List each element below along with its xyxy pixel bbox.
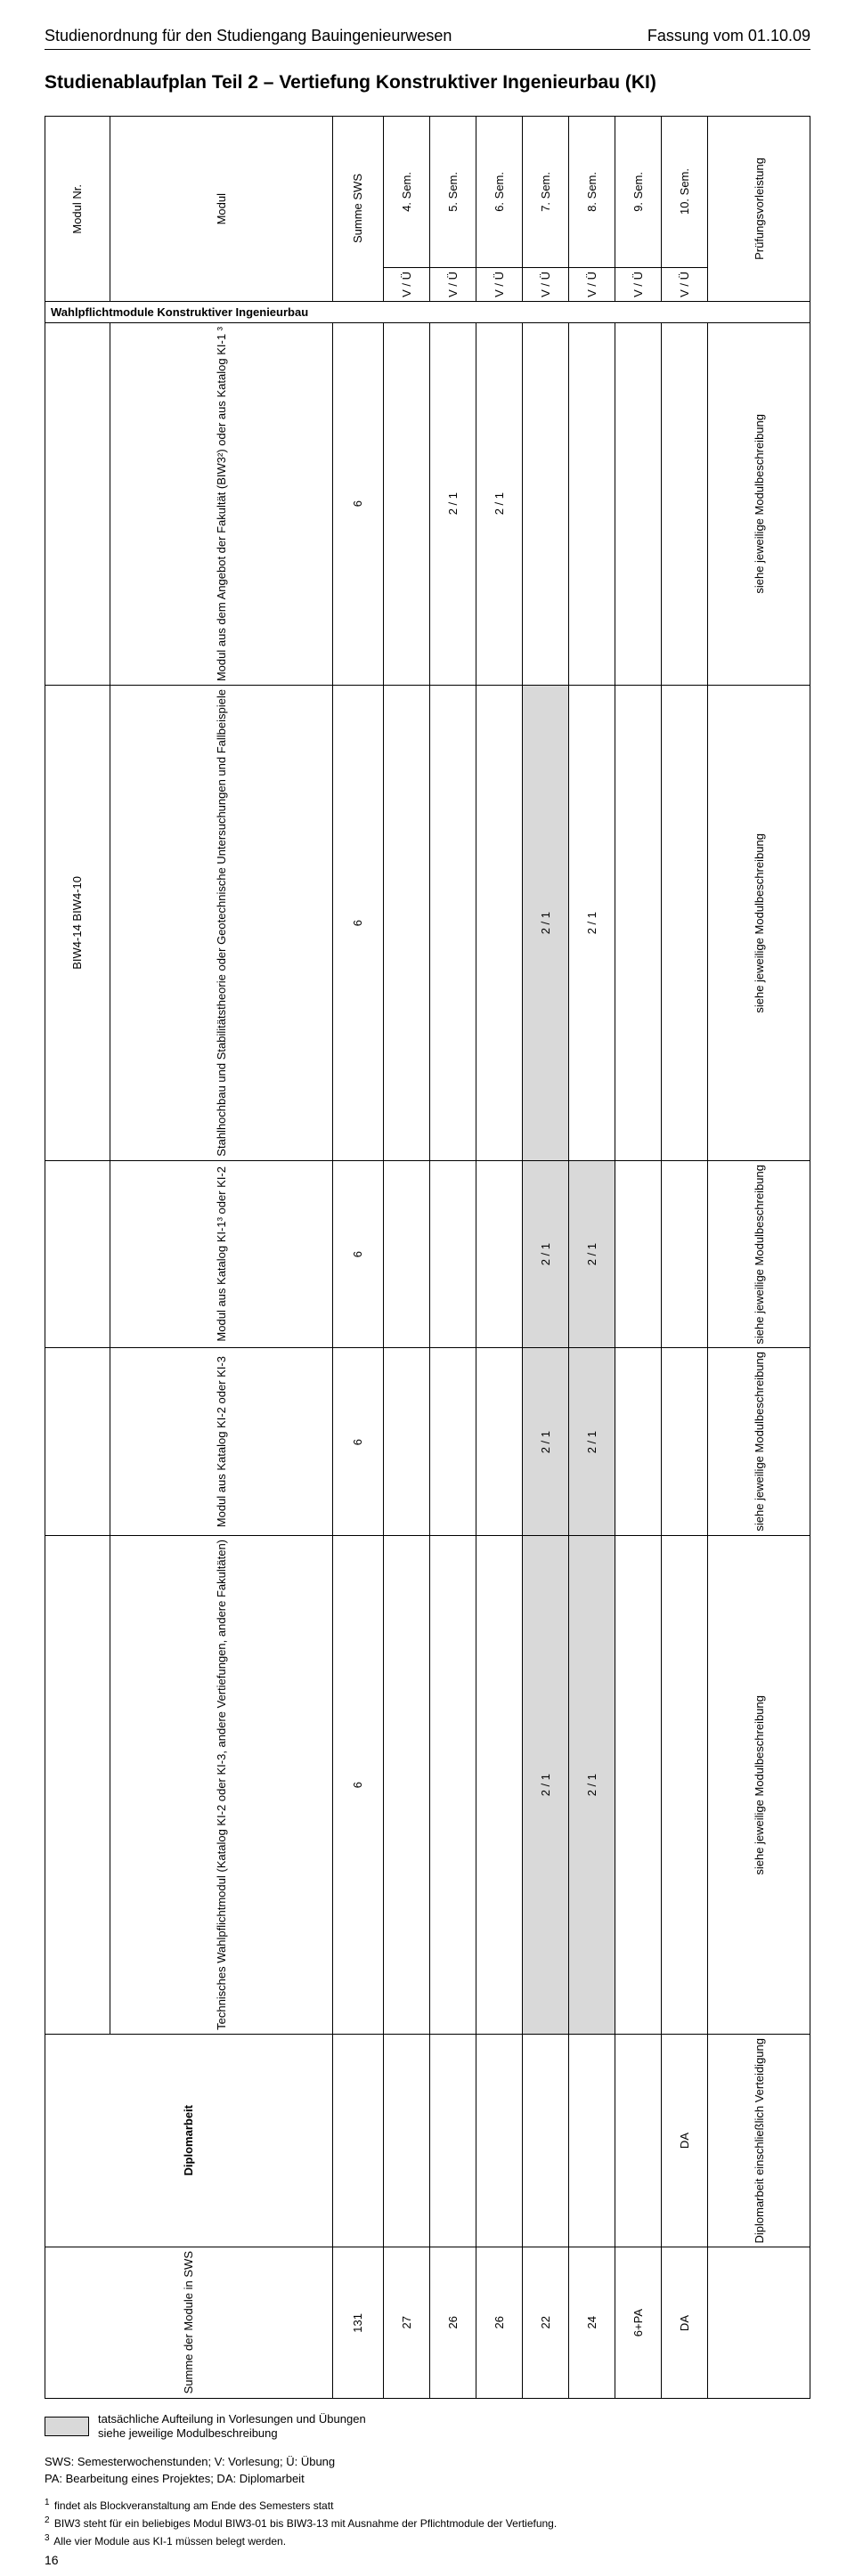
row4-label: Modul aus Katalog KI-2 oder KI-3 (215, 1356, 228, 1527)
row1-s6: 2 / 1 (493, 492, 506, 515)
row4-s8: 2 / 1 (585, 1431, 598, 1453)
row5-s7: 2 / 1 (539, 1774, 552, 1796)
col-vue-8: V / Ü (585, 272, 598, 297)
col-sem8: 8. Sem. (585, 172, 598, 212)
table-row: BIW4-14 BIW4-10 Stahlhochbau und Stabili… (45, 686, 810, 1161)
row4-pruef: siehe jeweilige Modulbeschreibung (753, 1352, 766, 1532)
row5-sws: 6 (351, 1782, 364, 1788)
row2-sws: 6 (351, 920, 364, 926)
footnote-1: findet als Blockveranstaltung am Ende de… (54, 2499, 334, 2512)
row3-sws: 6 (351, 1251, 364, 1257)
table-row: Summe der Module in SWS 131 27 26 26 22 … (45, 2247, 810, 2398)
row1-label: Modul aus dem Angebot der Fakultät (BIW3… (215, 327, 228, 681)
table-row: Modul aus Katalog KI-1³ oder KI-2 6 2 / … (45, 1160, 810, 1348)
diplom-label: Diplomarbeit (182, 2105, 195, 2175)
row2-pruef: siehe jeweilige Modulbeschreibung (753, 833, 766, 1013)
row3-label: Modul aus Katalog KI-1³ oder KI-2 (215, 1166, 228, 1342)
summe-s7: 22 (539, 2316, 552, 2328)
row5-pruef: siehe jeweilige Modulbeschreibung (753, 1695, 766, 1875)
row3-s8: 2 / 1 (585, 1243, 598, 1265)
study-plan-table: Modul Nr. Modul Summe SWS 4. Sem. 5. Sem… (45, 116, 810, 2399)
header-right: Fassung vom 01.10.09 (647, 27, 810, 45)
row2-nr: BIW4-14 BIW4-10 (70, 876, 84, 970)
summe-s8: 24 (585, 2316, 598, 2328)
table-row: Modul aus dem Angebot der Fakultät (BIW3… (45, 322, 810, 685)
page-title: Studienablaufplan Teil 2 – Vertiefung Ko… (45, 72, 810, 93)
summe-s9: 6+PA (631, 2309, 645, 2336)
col-sem5: 5. Sem. (446, 172, 460, 212)
row2-s7: 2 / 1 (539, 912, 552, 934)
col-sem4: 4. Sem. (400, 172, 413, 212)
footnote-2: BIW3 steht für ein beliebiges Modul BIW3… (54, 2517, 557, 2530)
row4-sws: 6 (351, 1439, 364, 1445)
footnotes: 1 findet als Blockveranstaltung am Ende … (45, 2496, 810, 2549)
legend-line1: tatsächliche Aufteilung in Vorlesungen u… (98, 2412, 366, 2426)
footlegend-a: SWS: Semesterwochenstunden; V: Vorlesung… (45, 2454, 810, 2470)
page-header: Studienordnung für den Studiengang Bauin… (45, 27, 810, 50)
legend-swatch (45, 2417, 89, 2436)
summe-s6: 26 (493, 2316, 506, 2328)
col-vue-10: V / Ü (678, 272, 691, 297)
row4-s7: 2 / 1 (539, 1431, 552, 1453)
foot-legend: SWS: Semesterwochenstunden; V: Vorlesung… (45, 2454, 810, 2486)
col-modul-nr: Modul Nr. (70, 184, 84, 234)
col-pruef: Prüfungsvorleistung (753, 158, 766, 260)
table-row: Modul aus Katalog KI-2 oder KI-3 6 2 / 1… (45, 1348, 810, 1536)
page-number: 16 (45, 2553, 59, 2567)
row1-pruef: siehe jeweilige Modulbeschreibung (753, 414, 766, 594)
section-title: Wahlpflichtmodule Konstruktiver Ingenieu… (45, 301, 810, 322)
table-row: Technisches Wahlpflichtmodul (Katalog KI… (45, 1536, 810, 2035)
col-sem7: 7. Sem. (539, 172, 552, 212)
col-vue-7: V / Ü (539, 272, 552, 297)
row5-label: Technisches Wahlpflichtmodul (Katalog KI… (215, 1540, 228, 2030)
diplom-pruef: Diplomarbeit einschließlich Verteidigung (753, 2038, 766, 2244)
col-vue-9: V / Ü (631, 272, 645, 297)
summe-s4: 27 (400, 2316, 413, 2328)
summe-sws: 131 (351, 2313, 364, 2333)
col-modul: Modul (215, 193, 228, 224)
col-vue-6: V / Ü (493, 272, 506, 297)
col-vue-4: V / Ü (400, 272, 413, 297)
summe-s5: 26 (446, 2316, 460, 2328)
col-sem6: 6. Sem. (493, 172, 506, 212)
summe-label: Summe der Module in SWS (182, 2251, 195, 2393)
row1-s5: 2 / 1 (446, 492, 460, 515)
row1-sws: 6 (351, 500, 364, 507)
col-sem10: 10. Sem. (678, 168, 691, 215)
summe-s10: DA (678, 2315, 691, 2331)
legend-line2: siehe jeweilige Modulbeschreibung (98, 2426, 366, 2441)
col-sem9: 9. Sem. (631, 172, 645, 212)
legend: tatsächliche Aufteilung in Vorlesungen u… (45, 2412, 810, 2442)
page: Studienordnung für den Studiengang Bauin… (0, 0, 855, 2576)
col-vue-5: V / Ü (446, 272, 460, 297)
col-summe-sws: Summe SWS (351, 174, 364, 243)
header-left: Studienordnung für den Studiengang Bauin… (45, 27, 452, 45)
row3-pruef: siehe jeweilige Modulbeschreibung (753, 1165, 766, 1345)
diplom-s10: DA (678, 2133, 691, 2149)
row5-s8: 2 / 1 (585, 1774, 598, 1796)
row3-s7: 2 / 1 (539, 1243, 552, 1265)
table-row: Diplomarbeit DA Diplomarbeit einschließl… (45, 2034, 810, 2247)
row2-label: Stahlhochbau und Stabilitätstheorie oder… (215, 689, 228, 1157)
footlegend-b: PA: Bearbeitung eines Projektes; DA: Dip… (45, 2471, 810, 2487)
footnote-3: Alle vier Module aus KI-1 müssen belegt … (53, 2535, 286, 2548)
row2-s8: 2 / 1 (585, 912, 598, 934)
